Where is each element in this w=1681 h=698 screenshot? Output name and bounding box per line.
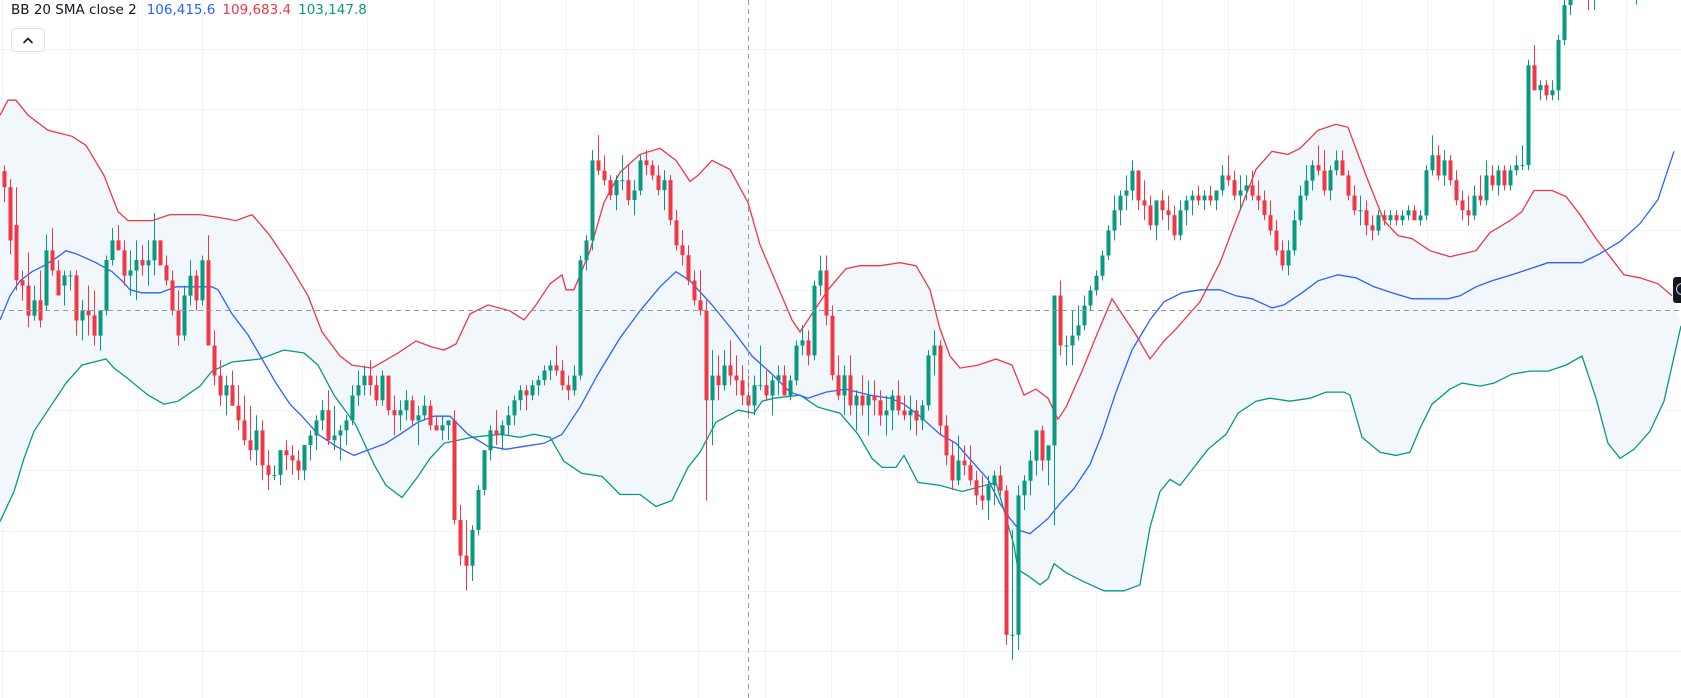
bollinger-band-fill [0,100,1681,591]
basis-value: 106,415.6 [146,2,216,18]
indicator-name[interactable]: BB 20 SMA close 2 [11,2,137,18]
lower-value: 103,147.8 [298,2,367,18]
chevron-up-icon [23,37,33,44]
indicator-legend[interactable]: BB 20 SMA close 2 106,415.6 109,683.4 10… [11,1,367,19]
basis-line [0,151,1675,535]
candlestick-series [2,0,1637,660]
crosshair-price-label [1673,277,1681,303]
collapse-legend-button[interactable] [11,28,45,52]
lower-band-line [0,325,1681,592]
circle-icon [1676,283,1681,295]
upper-value: 109,683.4 [222,2,292,18]
